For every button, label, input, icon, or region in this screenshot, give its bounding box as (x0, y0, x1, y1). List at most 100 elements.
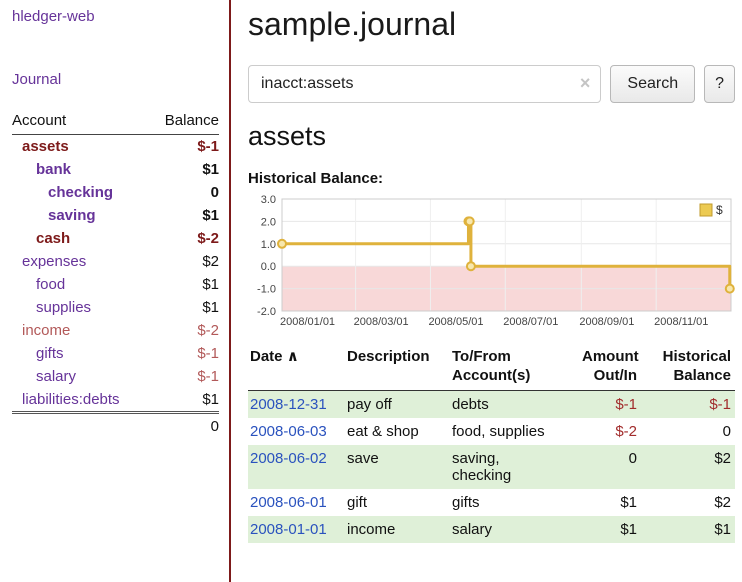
transaction-date-link[interactable]: 2008-06-01 (250, 494, 327, 511)
accounts-table-body: assets $-1 bank $1 checking 0 saving $1 cash $-2 e… (12, 135, 219, 411)
transaction-date-cell: 2008-01-01 (248, 516, 345, 543)
account-row: bank $1 (12, 158, 219, 181)
accounts-total-value: 0 (210, 418, 219, 435)
account-link[interactable]: liabilities:debts (22, 391, 120, 408)
transaction-date-cell: 2008-12-31 (248, 390, 345, 418)
clear-search-icon[interactable]: × (579, 73, 591, 93)
transaction-date-link[interactable]: 2008-12-31 (250, 396, 327, 413)
account-link[interactable]: income (22, 322, 71, 339)
account-link[interactable]: gifts (36, 345, 64, 362)
account-row: expenses $2 (12, 250, 219, 273)
account-balance: $1 (202, 391, 219, 408)
account-balance: $-1 (197, 368, 219, 385)
transaction-balance: $2 (714, 494, 731, 511)
transaction-accounts: food, supplies (452, 423, 545, 440)
transaction-description: income (345, 516, 450, 543)
help-button[interactable]: ? (704, 65, 735, 103)
transaction-amount: $-2 (615, 423, 637, 440)
transaction-balance: 0 (722, 423, 731, 440)
svg-text:3.0: 3.0 (261, 194, 276, 206)
svg-text:2008/01/01: 2008/01/01 (280, 316, 335, 328)
accounts-table: Account Balance assets $-1 bank $1 checking 0… (12, 110, 219, 439)
search-button[interactable]: Search (610, 65, 696, 103)
account-row: gifts $-1 (12, 342, 219, 365)
transaction-balance: $2 (641, 445, 735, 489)
search-form: × Search ? (248, 65, 735, 103)
main-content: sample.journal × Search ? assets Histori… (233, 0, 742, 543)
svg-text:2008/09/01: 2008/09/01 (579, 316, 634, 328)
svg-text:-1.0: -1.0 (257, 284, 276, 296)
account-row: cash $-2 (12, 227, 219, 250)
historical-balance-chart[interactable]: 3.0 2.0 1.0 0.0 -1.0 -2.0 2008/01/01 2008/03/01… (248, 193, 735, 333)
account-row: checking 0 (12, 181, 219, 204)
transaction-date-cell: 2008-06-01 (248, 489, 345, 516)
account-row: saving $1 (12, 204, 219, 227)
transaction-amount: 0 (580, 445, 641, 489)
transaction-description: gift (347, 494, 368, 511)
transaction-date-link[interactable]: 2008-06-02 (250, 450, 327, 467)
account-link[interactable]: supplies (36, 299, 92, 316)
transaction-description: eat & shop (347, 423, 419, 440)
account-heading: assets (248, 121, 327, 151)
register-row: 2008-01-01 income salary $1 $1 (248, 516, 735, 543)
svg-text:2008/05/01: 2008/05/01 (428, 316, 483, 328)
svg-text:2.0: 2.0 (261, 216, 276, 228)
transaction-description: pay off (345, 390, 450, 418)
account-row: supplies $1 (12, 296, 219, 319)
sidebar: hledger-web Journal Account Balance asse… (0, 0, 231, 582)
account-link[interactable]: food (36, 276, 66, 293)
search-input[interactable] (248, 65, 602, 103)
svg-text:2008/11/01: 2008/11/01 (654, 316, 708, 328)
col-balance-header: Historical Balance (641, 345, 735, 391)
register-table: Date ∧ Description To/From Account(s) Am… (248, 345, 735, 543)
transaction-date-cell: 2008-06-02 (248, 445, 345, 489)
register-row: 2008-12-31 pay off debts $-1 $-1 (248, 390, 735, 418)
account-link[interactable]: assets (22, 138, 69, 155)
account-link[interactable]: saving (48, 207, 96, 224)
transaction-amount: $-1 (580, 390, 641, 418)
svg-text:1.0: 1.0 (261, 239, 276, 251)
col-date-header[interactable]: Date ∧ (248, 345, 345, 391)
sort-asc-icon: ∧ (286, 348, 299, 365)
app-title-link[interactable]: hledger-web (12, 8, 95, 25)
accounts-col-account: Account (12, 112, 67, 129)
register-row: 2008-06-01 gift gifts $1 $2 (248, 489, 735, 516)
register-header-row: Date ∧ Description To/From Account(s) Am… (248, 345, 735, 391)
transaction-amount: $1 (620, 494, 637, 511)
col-description-header: Description (345, 345, 450, 391)
transaction-accounts: gifts (452, 494, 480, 511)
account-balance: 0 (210, 184, 219, 201)
svg-text:-2.0: -2.0 (257, 306, 276, 318)
account-row: assets $-1 (12, 135, 219, 158)
transaction-date-cell: 2008-06-03 (248, 418, 345, 445)
page-title: sample.journal (248, 6, 457, 42)
account-link[interactable]: checking (48, 184, 114, 201)
account-balance: $-2 (197, 230, 219, 247)
account-link[interactable]: expenses (22, 253, 87, 270)
transaction-accounts: debts (450, 390, 580, 418)
transaction-accounts: saving, checking (450, 445, 580, 489)
chart-title: Historical Balance: (248, 170, 384, 187)
account-link[interactable]: bank (36, 161, 72, 178)
account-balance: $-2 (197, 322, 219, 339)
transaction-amount: $1 (580, 516, 641, 543)
nav-journal-link[interactable]: Journal (12, 71, 62, 88)
account-link[interactable]: cash (36, 230, 71, 247)
transaction-date-link[interactable]: 2008-06-03 (250, 423, 327, 440)
account-balance: $1 (202, 207, 219, 224)
register-row: 2008-06-03 eat & shop food, supplies $-2 0 (248, 418, 735, 445)
account-balance: $-1 (197, 138, 219, 155)
account-balance: $-1 (197, 345, 219, 362)
svg-text:$: $ (716, 203, 723, 217)
transaction-balance: $1 (641, 516, 735, 543)
register-table-body: 2008-12-31 pay off debts $-1 $-1 2008-06-03 ea… (248, 390, 735, 543)
transaction-date-link[interactable]: 2008-01-01 (250, 521, 327, 538)
account-balance: $1 (202, 276, 219, 293)
account-link[interactable]: salary (36, 368, 77, 385)
accounts-total-row: 0 (12, 411, 219, 439)
col-amount-header: Amount Out/In (580, 345, 641, 391)
account-balance: $2 (202, 253, 219, 270)
transaction-description: save (345, 445, 450, 489)
search-box: × (248, 65, 602, 103)
